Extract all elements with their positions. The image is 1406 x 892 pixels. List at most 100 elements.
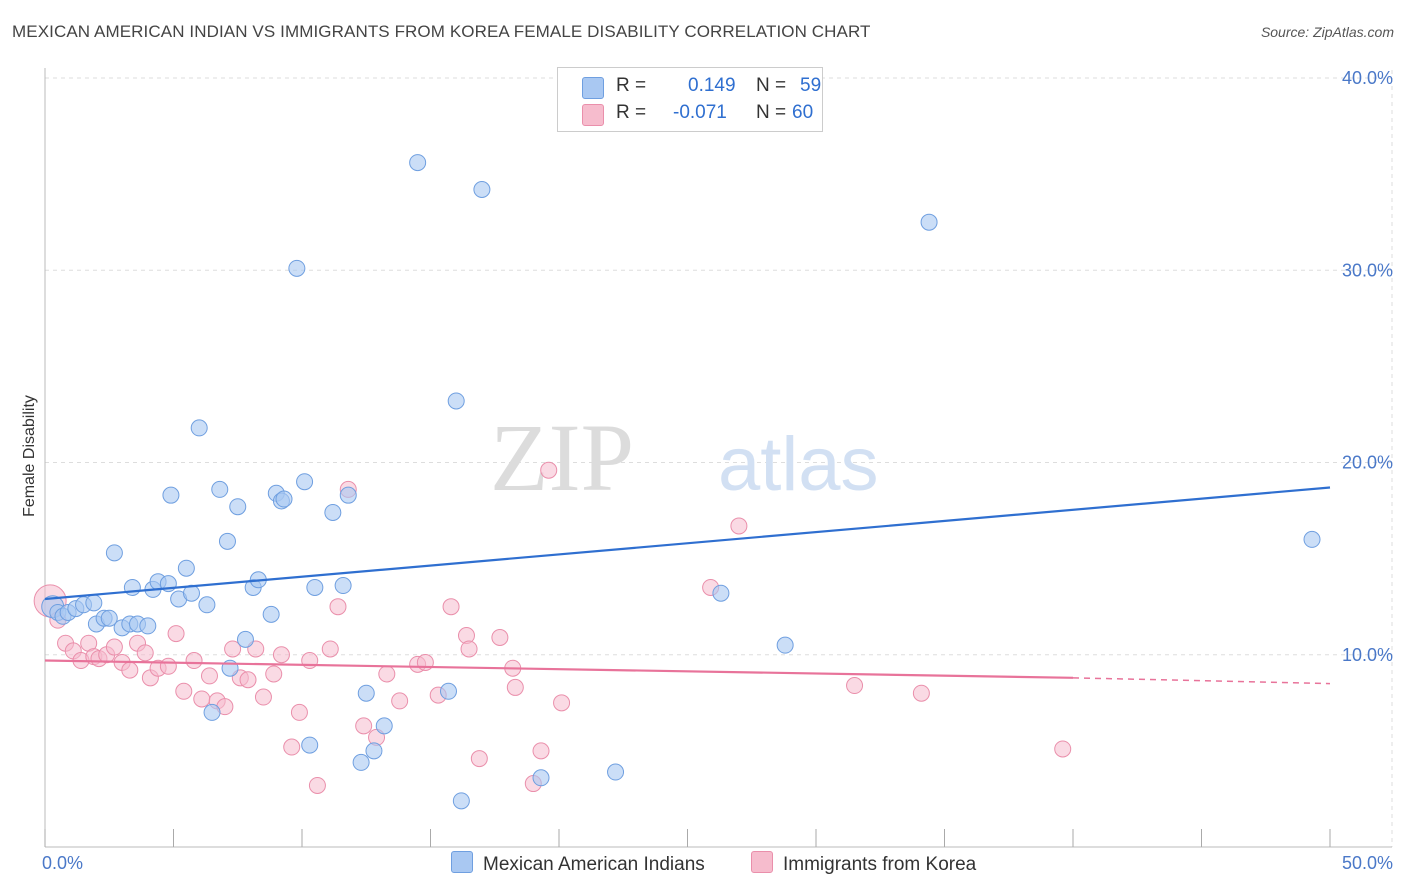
bottom-legend-label: Immigrants from Korea (783, 854, 977, 875)
correlation-legend: R = 0.149 N = 59 R = -0.071 N = 60 (557, 67, 823, 132)
data-point-mexican-american-indian (357, 684, 375, 702)
data-point-mexican-american-indian (85, 594, 103, 612)
legend-n-value: 59 (800, 75, 822, 96)
data-point-mexican-american-indian (447, 392, 465, 410)
watermark-atlas: atlas (718, 422, 879, 507)
trend-line-immigrants-from-korea-extension (1072, 677, 1331, 685)
data-point-korea (378, 665, 396, 683)
data-point-korea (175, 682, 193, 700)
data-point-mexican-american-indian (607, 763, 625, 781)
data-point-mexican-american-indian (123, 578, 141, 596)
legend-n-label: N = (756, 102, 787, 123)
legend-swatch-pink (582, 104, 604, 126)
data-point-korea (121, 661, 139, 679)
data-point-korea (185, 652, 203, 670)
data-point-korea (912, 684, 930, 702)
data-point-korea (167, 625, 185, 643)
chart-title: MEXICAN AMERICAN INDIAN VS IMMIGRANTS FR… (12, 22, 871, 41)
data-point-mexican-american-indian (439, 682, 457, 700)
tick-labels: 10.0% 20.0% 30.0% 40.0% 0.0% 50.0% (42, 68, 1393, 873)
data-point-mexican-american-indian (275, 490, 293, 508)
data-point-mexican-american-indian (218, 532, 236, 550)
data-point-korea (200, 667, 218, 685)
legend-swatch-blue (582, 77, 604, 99)
data-point-mexican-american-indian (776, 636, 794, 654)
data-point-korea (470, 750, 488, 768)
data-point-mexican-american-indian (190, 419, 208, 437)
data-point-mexican-american-indian (324, 503, 342, 521)
data-point-korea (553, 694, 571, 712)
bottom-legend-swatch-blue (451, 851, 473, 873)
data-point-korea (136, 644, 154, 662)
data-point-mexican-american-indian (198, 596, 216, 614)
x-tick-label-max: 50.0% (1342, 853, 1393, 873)
bottom-legend-series2: Immigrants from Korea (751, 851, 976, 876)
data-point-korea (506, 678, 524, 696)
y-axis-label: Female Disability (21, 395, 38, 517)
data-point-korea (491, 628, 509, 646)
data-point-mexican-american-indian (288, 259, 306, 277)
trend-lines (44, 486, 1331, 685)
data-point-korea (460, 640, 478, 658)
gridlines (45, 70, 1393, 847)
y-tick-label: 20.0% (1342, 453, 1393, 473)
data-point-korea (846, 677, 864, 695)
legend-r-value: 0.149 (688, 75, 736, 96)
y-tick-label: 40.0% (1342, 68, 1393, 88)
legend-r-label: R = (616, 102, 647, 123)
data-point-korea (1054, 740, 1072, 758)
data-point-mexican-american-indian (105, 544, 123, 562)
bottom-legend-series1: Mexican American Indians (451, 851, 705, 876)
trend-line-mexican-american-indians (44, 486, 1331, 601)
data-point-korea (283, 738, 301, 756)
data-point-mexican-american-indian (203, 703, 221, 721)
data-point-korea (290, 703, 308, 721)
data-point-korea (272, 646, 290, 664)
legend-n-label: N = (756, 75, 787, 96)
series-mexican-american-indians (41, 154, 1321, 810)
data-point-mexican-american-indian (339, 486, 357, 504)
data-point-mexican-american-indian (375, 717, 393, 735)
legend-r-value: -0.071 (673, 102, 727, 123)
data-point-mexican-american-indian (139, 617, 157, 635)
data-point-mexican-american-indian (712, 584, 730, 602)
data-point-mexican-american-indian (920, 213, 938, 231)
data-point-korea (224, 640, 242, 658)
data-point-mexican-american-indian (236, 630, 254, 648)
data-point-korea (239, 671, 257, 689)
bottom-legend-label: Mexican American Indians (483, 854, 705, 875)
data-point-korea (355, 717, 373, 735)
data-point-korea (254, 688, 272, 706)
data-point-mexican-american-indian (296, 473, 314, 491)
series-immigrants-from-korea (33, 461, 1072, 794)
data-point-mexican-american-indian (306, 578, 324, 596)
data-point-mexican-american-indian (473, 181, 491, 199)
data-point-korea (730, 517, 748, 535)
data-point-korea (532, 742, 550, 760)
data-point-mexican-american-indian (211, 480, 229, 498)
source-label: Source: ZipAtlas.com (1260, 24, 1394, 40)
data-point-mexican-american-indian (365, 742, 383, 760)
data-point-mexican-american-indian (100, 609, 118, 627)
data-point-korea (329, 598, 347, 616)
axes (44, 68, 1392, 848)
data-point-mexican-american-indian (452, 792, 470, 810)
bottom-legend-swatch-pink (751, 851, 773, 873)
watermark: ZIP atlas (490, 404, 879, 511)
data-point-korea (193, 690, 211, 708)
data-point-mexican-american-indian (532, 769, 550, 787)
data-point-mexican-american-indian (162, 486, 180, 504)
data-point-korea (308, 776, 326, 794)
data-point-korea (540, 461, 558, 479)
data-point-korea (265, 665, 283, 683)
trend-line-immigrants-from-korea (44, 659, 1074, 679)
data-point-korea (159, 657, 177, 675)
data-point-korea (442, 598, 460, 616)
y-tick-label: 30.0% (1342, 260, 1393, 280)
data-point-mexican-american-indian (409, 154, 427, 172)
data-point-mexican-american-indian (1303, 530, 1321, 548)
data-point-mexican-american-indian (229, 498, 247, 516)
legend-r-label: R = (616, 75, 647, 96)
x-tick-label-min: 0.0% (42, 853, 83, 873)
